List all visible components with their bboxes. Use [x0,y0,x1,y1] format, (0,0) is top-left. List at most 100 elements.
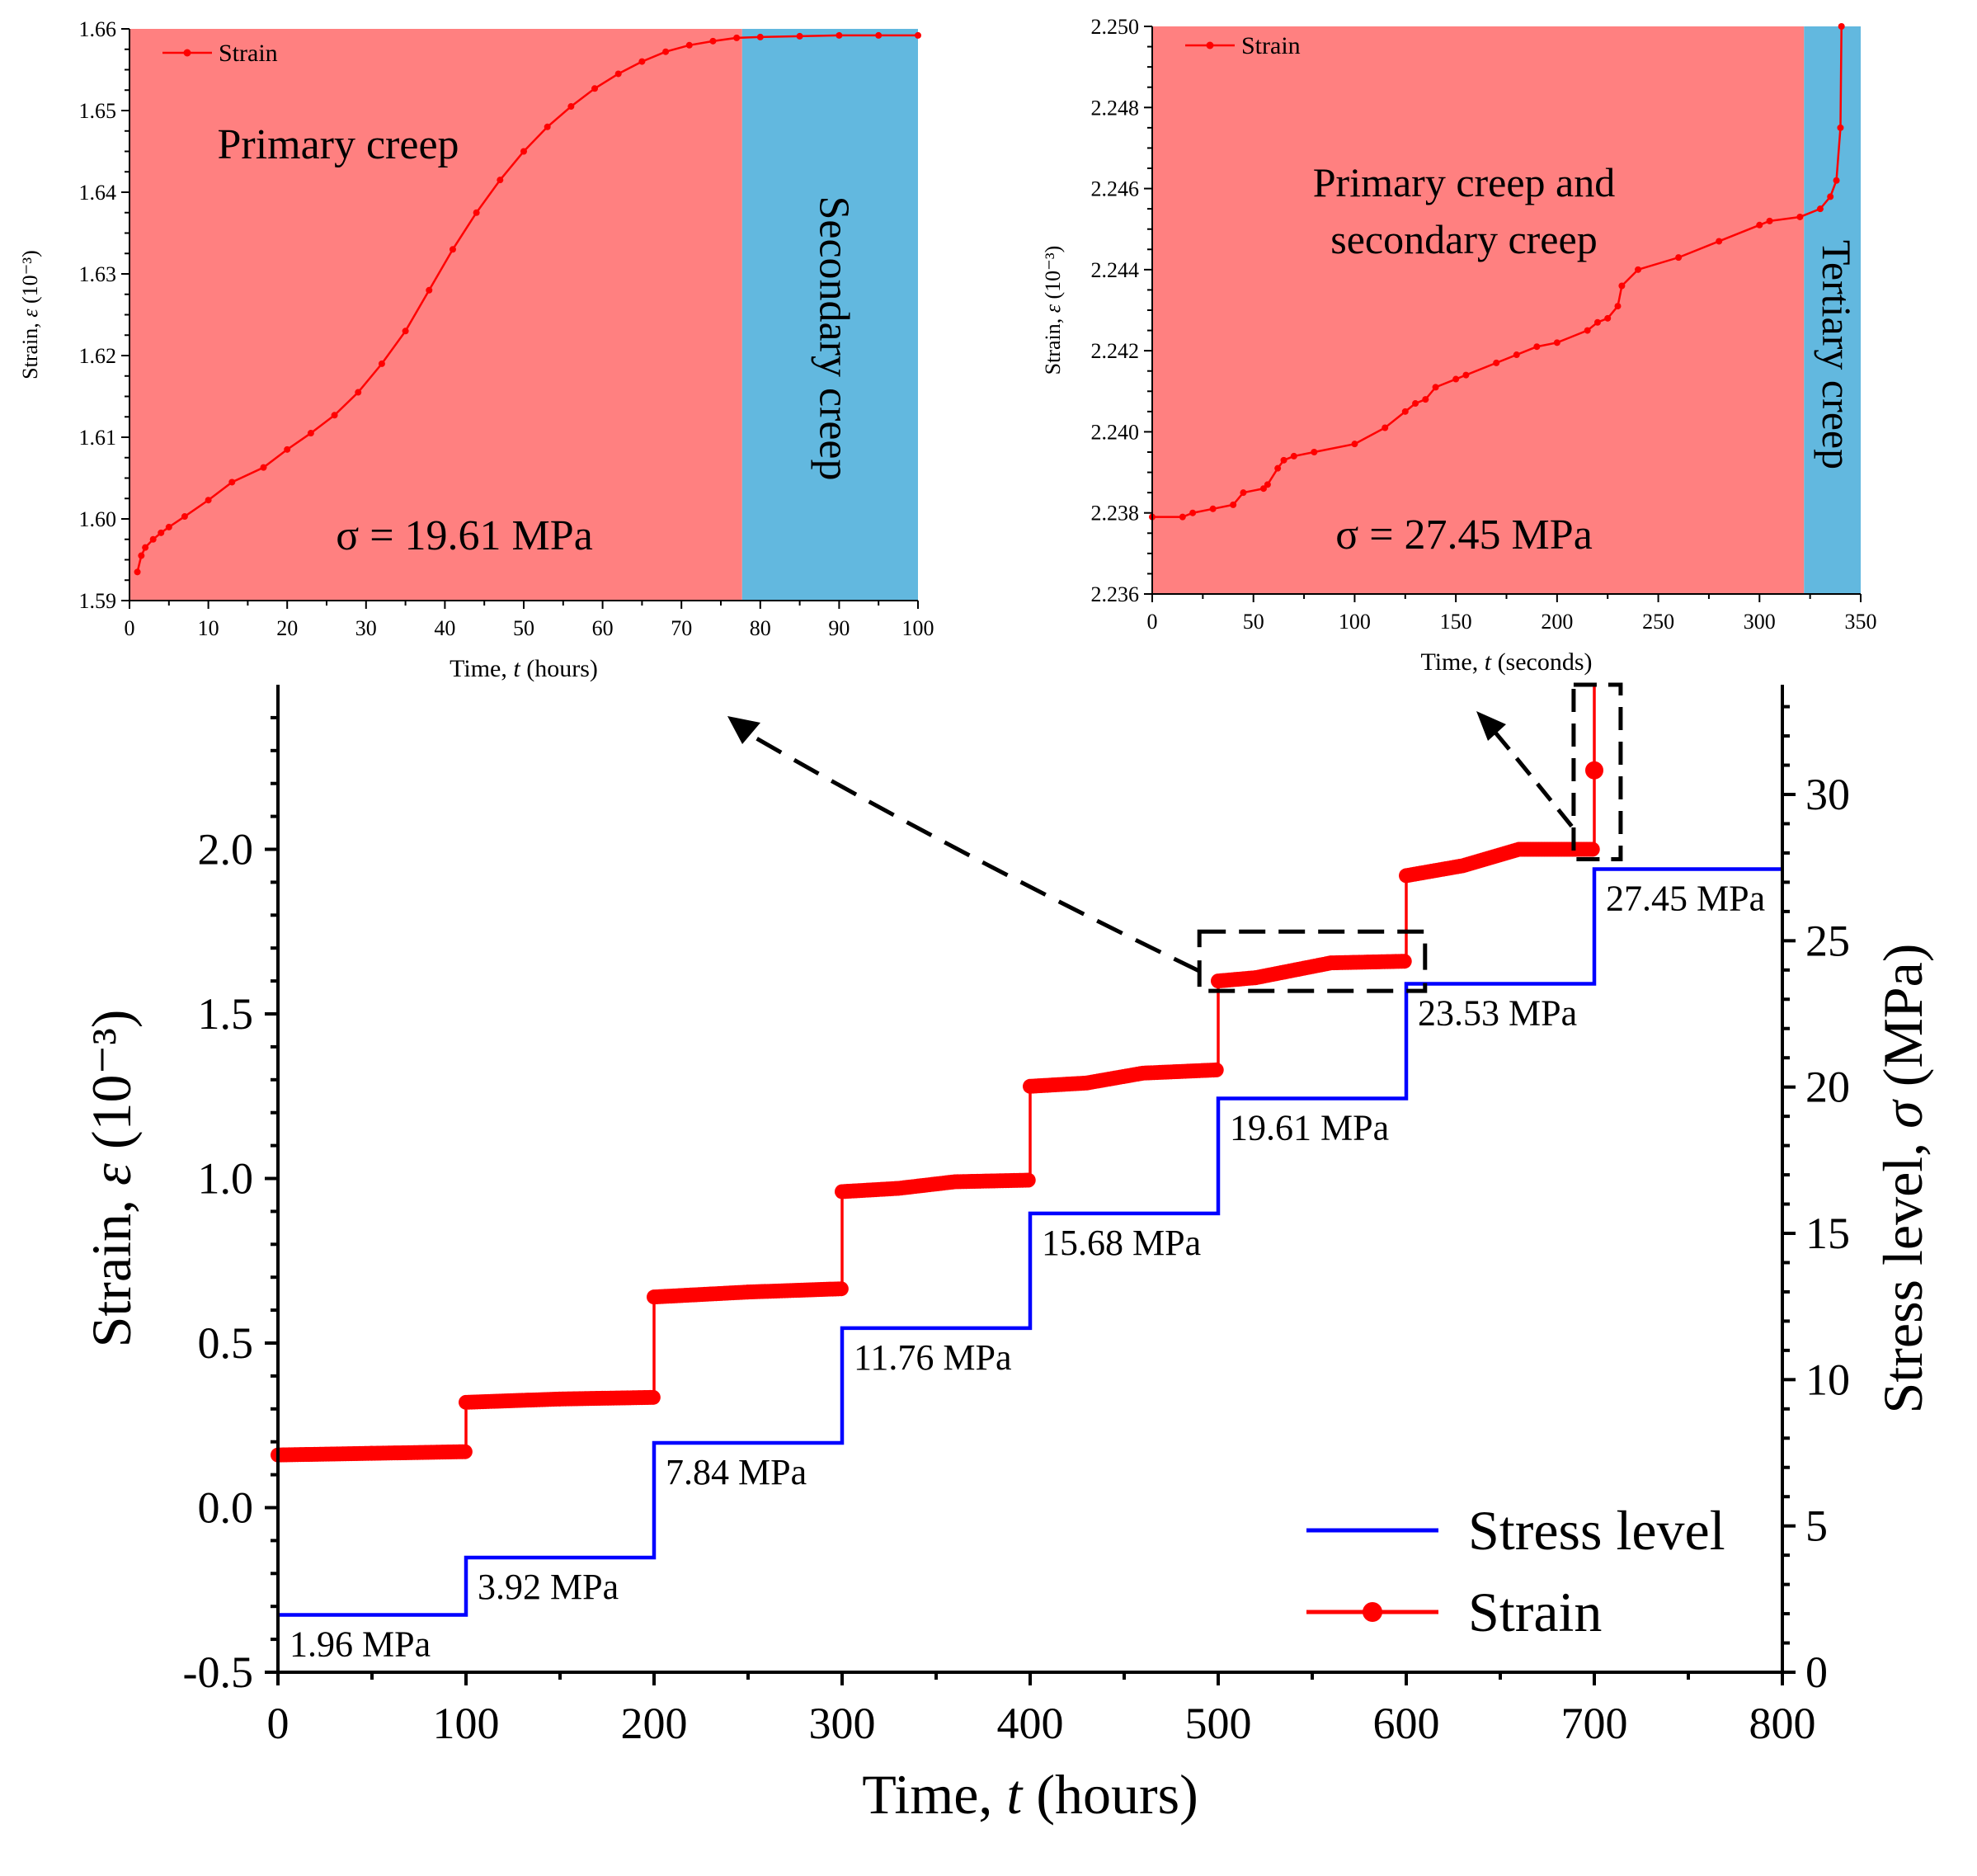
i2-strain-point [1604,314,1612,322]
i1-strain-point [544,123,551,130]
main-y2-tick-label: 5 [1805,1501,1828,1551]
i1-x-tick-label: 20 [276,616,298,640]
primary-creep-region [129,29,742,601]
main-y2-tick-label: 20 [1805,1063,1850,1112]
i2-strain-point [1452,375,1460,383]
i1-strain-point [756,33,764,40]
i1-strain-point [378,360,385,367]
i2-strain-point [1837,124,1844,131]
tertiary-creep-label: Tertiary creep [1814,240,1860,469]
main-x-tick-label: 700 [1561,1699,1628,1748]
i2-strain-point [1189,509,1197,516]
i2-x-tick-label: 250 [1642,610,1674,634]
main-x-tick-label: 0 [267,1699,289,1748]
i2-strain-point [1179,513,1186,521]
main-x-tick-label: 400 [997,1699,1064,1748]
i2-y-tick-label: 2.240 [1091,420,1140,444]
stress-step-label: 11.76 MPa [854,1337,1012,1378]
i1-strain-point [331,412,338,419]
main-series [271,685,1782,1617]
i2-strain-point [1614,303,1622,310]
i2-strain-point [1259,485,1267,493]
i1-strain-point [426,286,433,294]
inset2-x-axis-title: Time, t (seconds) [1420,648,1592,676]
inset1-stress-label: σ = 19.61 MPa [336,512,593,559]
stress-step-label: 7.84 MPa [666,1452,807,1492]
secondary-creep-label: Secondary creep [810,196,857,480]
main-axes: 0 100 200 300 400 500 600 700 800-0.50.00.51.01.… [183,685,1850,1748]
i2-strain-point [1833,177,1840,184]
i2-strain-point [1290,452,1297,460]
primary-secondary-label-line2: secondary creep [1330,216,1597,262]
i2-y-tick-label: 2.242 [1091,339,1140,363]
main-x-axis-title: Time, t (hours) [862,1763,1198,1826]
i2-y-tick-label: 2.244 [1091,258,1140,282]
strain-point-tertiary [1585,761,1603,780]
i2-strain-point [1838,23,1845,30]
i1-strain-point [520,148,527,155]
i1-strain-point [355,389,362,396]
inset2-legend-label: Strain [1241,32,1301,59]
legend-strain-label: Strain [1468,1581,1602,1643]
main-x-tick-label: 200 [621,1699,688,1748]
i2-strain-point [1756,221,1763,229]
i1-strain-point [260,464,267,471]
i2-strain-point [1766,217,1773,224]
i2-strain-point [1240,489,1247,497]
i1-x-tick-label: 60 [592,616,614,640]
inset1-strain-series [134,31,921,576]
main-y2-tick-label: 0 [1805,1647,1828,1697]
i1-strain-point [875,31,883,39]
i2-strain-point [1513,351,1520,359]
inset2-legend-marker [1206,41,1214,49]
main-x-tick-label: 800 [1749,1699,1816,1748]
i2-strain-point [1412,400,1419,408]
i2-strain-point [1432,384,1439,391]
i1-strain-point [149,535,157,543]
inset2-axes: 0 50 100 150 200 250 300 350 2.236 2.238 2.240 2.24… [1091,15,1877,634]
inset1-y-axis-title: Strain, ε (10⁻³) [18,250,42,379]
main-y-axis-title: Strain, ε (10⁻³) [80,1010,143,1348]
main-legend: Stress level Strain [1306,1499,1725,1643]
main-y2-tick-label: 25 [1805,916,1850,965]
main-y-tick-label: 0.0 [198,1483,254,1533]
main-y-tick-label: 1.5 [198,989,254,1039]
zoom-arrow-primary [745,730,1201,973]
i1-strain-point [662,48,670,55]
i1-strain-point [915,31,921,39]
main-y2-tick-label: 30 [1805,770,1850,819]
i2-x-tick-label: 300 [1744,610,1776,634]
primary-secondary-creep-region [1152,26,1805,594]
primary-secondary-label-line1: Primary creep and [1313,159,1616,205]
i1-strain-point [836,31,843,39]
i1-strain-point [614,70,622,78]
i1-y-tick-label: 1.66 [79,17,117,41]
i2-strain-point [1209,505,1217,512]
inset1-x-axis-title: Time, t (hours) [450,655,598,682]
i1-y-tick-label: 1.64 [79,181,117,205]
i2-strain-point [1584,327,1591,334]
i2-strain-point [1533,343,1541,351]
i1-strain-point [473,209,480,216]
main-y2-tick-label: 15 [1805,1209,1850,1258]
zoom-arrowhead-tertiary [1476,711,1506,741]
i2-y-tick-label: 2.238 [1091,502,1140,526]
main-x-tick-label: 600 [1373,1699,1440,1748]
i2-strain-point [1280,456,1287,464]
i1-x-tick-label: 40 [434,616,455,640]
inset1-axes: 0 10 20 30 40 50 60 70 80 90 100 1.59 1.60 1.61 1.62 1.… [79,17,934,640]
main-x-tick-label: 100 [433,1699,500,1748]
main-x-tick-label: 300 [809,1699,876,1748]
i1-strain-point [134,568,141,576]
i1-strain-point [685,41,693,49]
i2-strain-point [1635,266,1642,273]
legend-stress-label: Stress level [1468,1499,1725,1562]
i1-x-tick-label: 100 [902,616,934,640]
i1-x-tick-label: 80 [750,616,771,640]
i1-strain-point [307,430,314,437]
i1-strain-point [402,328,409,335]
i2-y-tick-label: 2.248 [1091,96,1140,120]
i1-y-tick-label: 1.59 [79,589,117,613]
main-chart: 1.96 MPa 3.92 MPa 7.84 MPa 11.76 MPa 15.68 M… [80,682,1934,1826]
i1-strain-point [165,523,172,530]
